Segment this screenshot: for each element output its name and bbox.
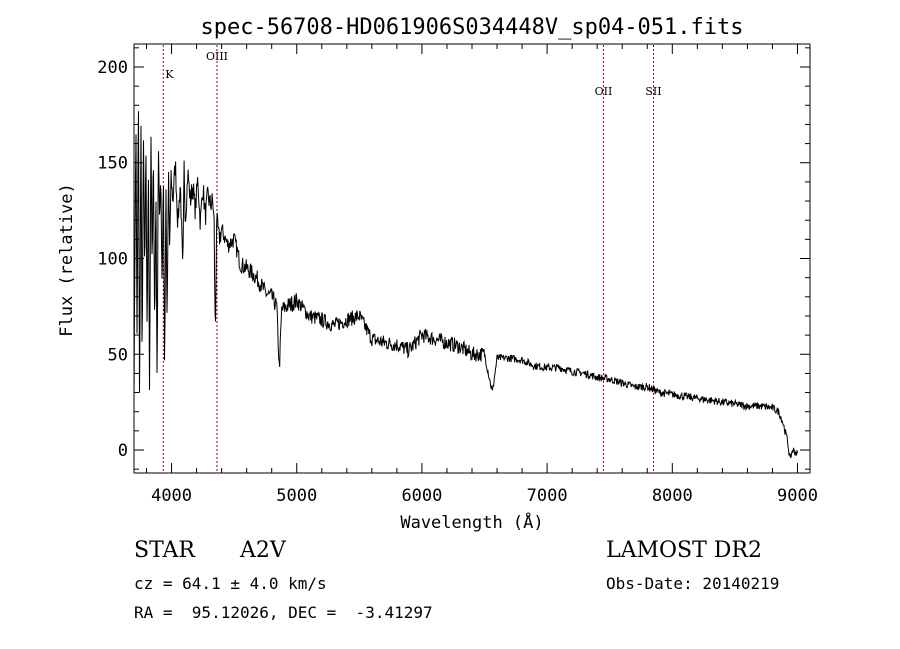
- redshift-text: cz = 64.1 ± 4.0 km/s: [134, 574, 327, 593]
- x-tick-label: 5000: [276, 486, 317, 506]
- spectral-line-label: OII: [595, 85, 613, 98]
- coordinates-text: RA = 95.12026, DEC = -3.41297: [134, 603, 433, 622]
- obs-date-text: Obs-Date: 20140219: [606, 574, 780, 593]
- y-tick-label: 50: [108, 345, 128, 365]
- plot-frame: [133, 43, 811, 474]
- spectral-line-label: SII: [645, 85, 661, 98]
- x-axis-label: Wavelength (Å): [400, 511, 543, 533]
- chart-title: spec-56708-HD061906S034448V_sp04-051.fit…: [200, 15, 743, 40]
- y-tick-label: 100: [97, 250, 128, 270]
- x-tick-label: 4000: [151, 486, 192, 506]
- spectrum-line: [133, 111, 798, 459]
- x-tick-label: 9000: [777, 486, 818, 506]
- y-tick-label: 200: [97, 58, 128, 78]
- y-axis-label: Flux (relative): [57, 183, 77, 337]
- x-tick-label: 8000: [652, 486, 693, 506]
- spectral-line-label: K: [165, 68, 174, 81]
- object-class: STAR: [134, 538, 195, 563]
- y-tick-label: 0: [118, 441, 128, 461]
- object-subclass: A2V: [240, 538, 286, 563]
- survey-label: LAMOST DR2: [606, 538, 762, 563]
- y-tick-label: 150: [97, 154, 128, 174]
- x-tick-label: 7000: [527, 486, 568, 506]
- plot-area: 4000 5000 6000 7000 8000 9000 0 50 100 150 200 K OII…: [97, 43, 818, 506]
- spectral-line-label: OIII: [206, 50, 228, 63]
- x-tick-label: 6000: [401, 486, 442, 506]
